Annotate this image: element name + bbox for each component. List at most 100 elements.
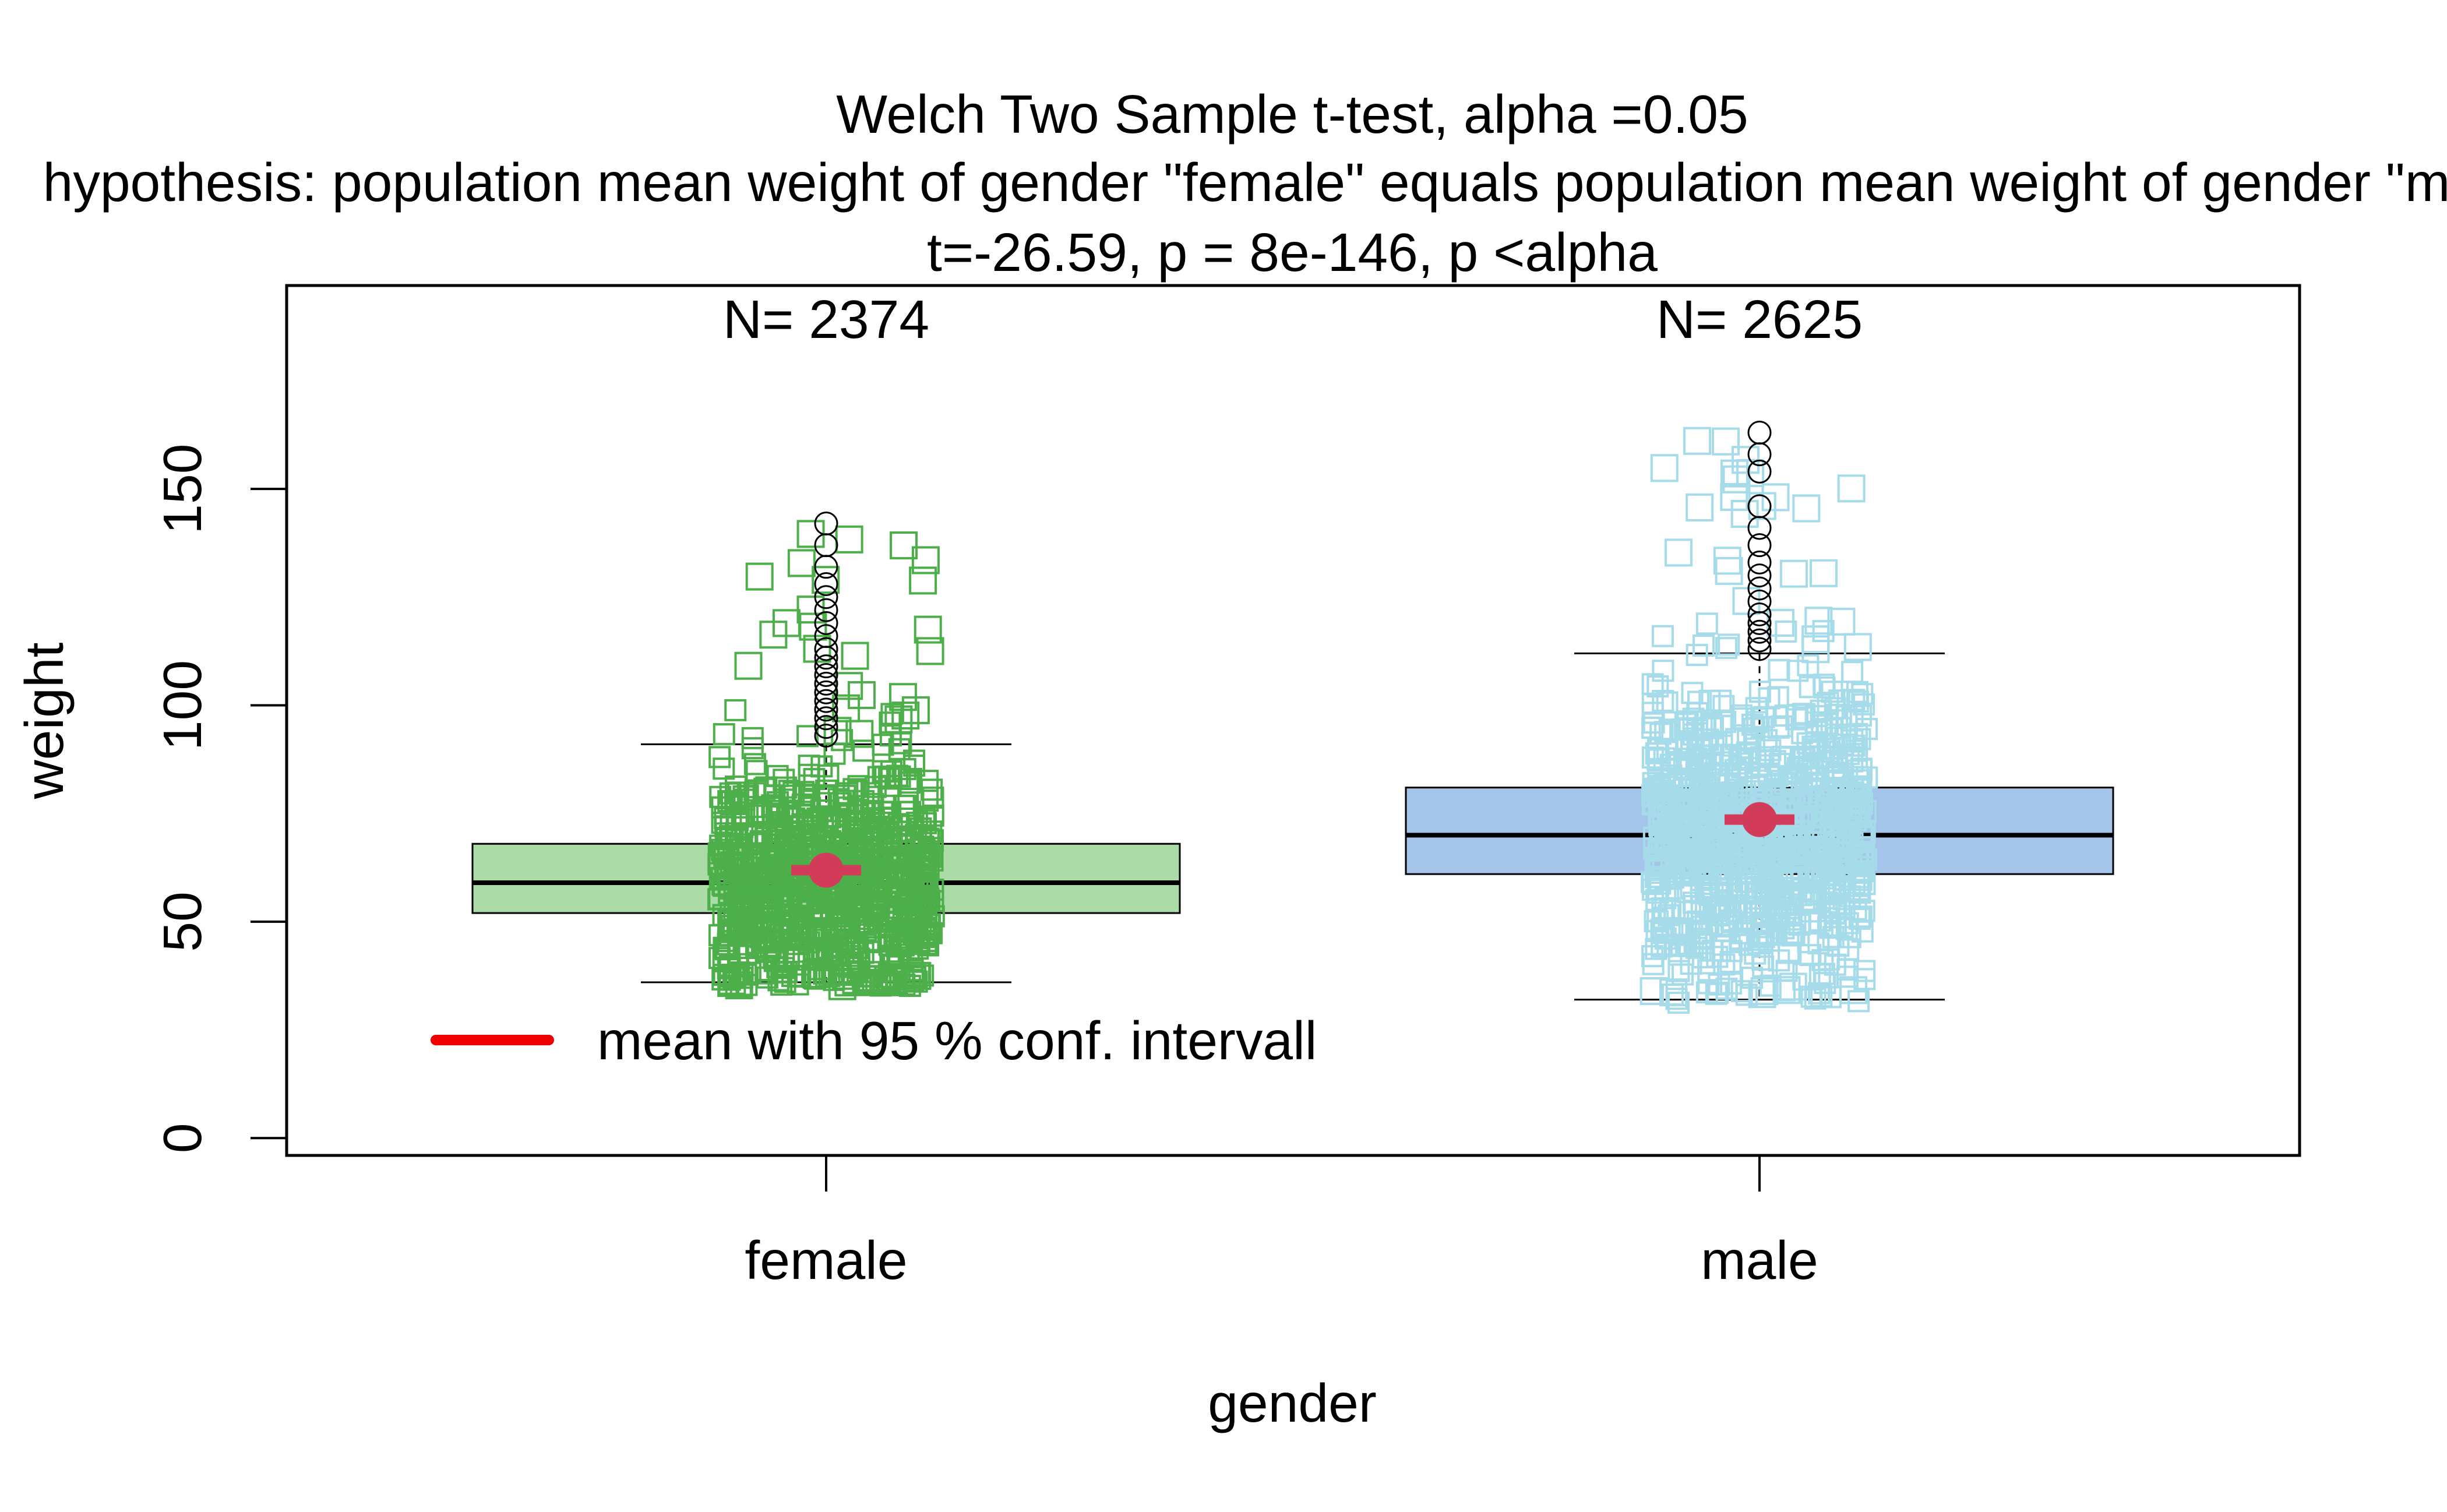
- data-point: [1818, 900, 1840, 922]
- data-point: [1651, 625, 1674, 647]
- data-point: [1701, 744, 1724, 767]
- data-point: [900, 815, 923, 837]
- data-point: [1748, 980, 1776, 1009]
- data-point: [1713, 547, 1741, 575]
- data-point: [1718, 841, 1740, 864]
- legend-label: mean with 95 % conf. intervall: [597, 1010, 1317, 1071]
- y-axis-label: weight: [14, 642, 75, 799]
- data-point: [841, 642, 869, 670]
- n-label-male: N= 2625: [1656, 289, 1863, 350]
- outlier-point: [1747, 628, 1772, 653]
- data-point: [1673, 773, 1696, 795]
- data-point: [1665, 538, 1693, 567]
- data-point: [743, 753, 766, 776]
- data-point: [1815, 864, 1838, 886]
- data-point: [1695, 612, 1718, 635]
- data-point: [799, 900, 822, 923]
- data-point: [888, 738, 911, 760]
- data-point: [1853, 960, 1876, 982]
- data-point: [712, 944, 741, 972]
- data-point: [718, 877, 741, 900]
- data-point: [888, 929, 911, 951]
- data-point: [835, 525, 863, 554]
- data-point: [891, 933, 914, 956]
- data-point: [1712, 857, 1734, 880]
- mean-marker: [1742, 802, 1777, 837]
- outlier-point: [814, 572, 838, 597]
- data-point: [885, 930, 908, 953]
- data-point: [725, 971, 753, 1000]
- data-point: [1847, 990, 1870, 1013]
- outlier-point: [814, 512, 838, 536]
- data-point: [1667, 991, 1690, 1014]
- data-point: [1780, 921, 1803, 944]
- data-point: [1797, 788, 1820, 811]
- y-tick-label: 150: [152, 444, 213, 534]
- data-point: [849, 912, 872, 935]
- data-point: [1745, 896, 1768, 919]
- data-point: [916, 637, 944, 665]
- outlier-point: [1747, 494, 1772, 519]
- data-point: [916, 790, 939, 812]
- outlier-point: [814, 689, 838, 713]
- data-point: [1837, 938, 1860, 961]
- outlier-point: [814, 671, 838, 696]
- data-point: [1660, 768, 1683, 791]
- data-point: [787, 549, 816, 577]
- data-point: [1772, 917, 1795, 940]
- data-point: [1849, 882, 1871, 904]
- data-point: [1685, 922, 1708, 945]
- data-point: [1780, 832, 1803, 855]
- data-point: [796, 725, 819, 748]
- data-point: [902, 749, 925, 772]
- data-point: [1790, 884, 1813, 907]
- data-point: [1667, 960, 1690, 982]
- data-point: [876, 846, 899, 869]
- outlier-point: [1747, 563, 1772, 588]
- data-point: [1822, 926, 1845, 949]
- data-point: [914, 615, 942, 644]
- data-point: [1711, 427, 1740, 456]
- data-point: [1802, 841, 1825, 864]
- data-point: [1810, 985, 1833, 1007]
- data-point: [1641, 870, 1663, 893]
- data-point: [822, 825, 845, 848]
- data-point: [1754, 866, 1776, 889]
- data-point: [824, 814, 847, 837]
- data-point: [1652, 922, 1674, 944]
- data-point: [1718, 633, 1740, 656]
- data-point: [780, 784, 803, 807]
- data-point: [1683, 900, 1706, 922]
- data-point: [1843, 633, 1872, 661]
- data-point: [1779, 830, 1801, 853]
- data-point: [890, 531, 918, 560]
- data-point: [1645, 742, 1667, 764]
- data-point: [1731, 756, 1754, 779]
- data-point: [1724, 759, 1747, 781]
- legend: mean with 95 % conf. intervall: [431, 1010, 1317, 1071]
- data-point: [1737, 729, 1760, 752]
- data-point: [1685, 764, 1708, 787]
- data-point: [848, 947, 870, 970]
- data-point: [1730, 499, 1759, 528]
- data-point: [1667, 919, 1690, 942]
- data-point: [914, 875, 937, 897]
- data-point: [852, 790, 875, 812]
- data-point: [1824, 798, 1846, 821]
- data-point: [1715, 977, 1738, 1000]
- data-point: [817, 764, 840, 787]
- data-point: [725, 776, 748, 798]
- data-point: [746, 956, 774, 985]
- outlier-point: [814, 715, 838, 739]
- data-point: [1641, 945, 1664, 968]
- data-point: [1700, 714, 1723, 736]
- data-point: [1659, 978, 1688, 1007]
- mean-male: [1725, 802, 1794, 837]
- mean-female: [791, 852, 861, 888]
- data-point: [874, 765, 897, 788]
- data-point: [1851, 920, 1874, 943]
- group-female: [471, 512, 1181, 1000]
- data-point: [759, 855, 782, 878]
- data-point: [1799, 676, 1821, 699]
